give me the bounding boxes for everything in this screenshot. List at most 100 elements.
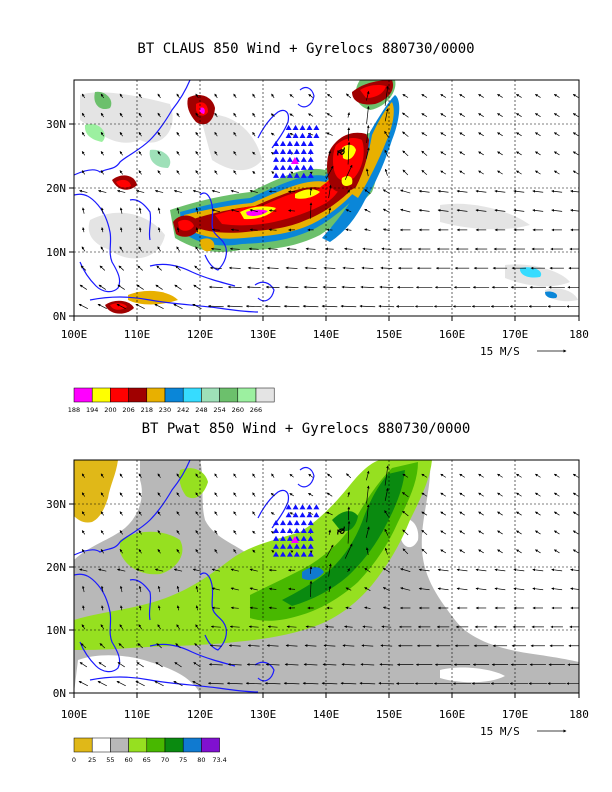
wind-vector bbox=[572, 132, 579, 137]
wind-vector bbox=[347, 141, 351, 165]
wind-vector bbox=[440, 473, 447, 478]
wind-vector bbox=[459, 151, 466, 156]
wind-vector bbox=[321, 304, 338, 308]
wind-vector bbox=[119, 246, 124, 252]
wind-vector bbox=[570, 189, 579, 193]
wind-vector bbox=[211, 208, 221, 213]
wind-vector bbox=[117, 284, 125, 290]
wind-vector bbox=[265, 663, 280, 666]
wind-vector bbox=[174, 662, 182, 668]
wind-vector bbox=[421, 492, 428, 497]
colorbar-swatch bbox=[110, 387, 129, 403]
wind-vector bbox=[418, 587, 430, 591]
wind-vector bbox=[516, 94, 522, 98]
wind-vector bbox=[347, 520, 351, 544]
wind-vector bbox=[208, 285, 223, 289]
wind-vector bbox=[98, 189, 107, 193]
wind-vector bbox=[402, 94, 409, 98]
wind-vector bbox=[513, 189, 525, 193]
wind-vector bbox=[378, 681, 395, 685]
wind-vector bbox=[437, 209, 449, 212]
wind-vector bbox=[195, 207, 199, 214]
wind-vector bbox=[265, 285, 280, 289]
wind-vector bbox=[252, 131, 256, 137]
wind-vector bbox=[176, 492, 180, 497]
wind-vector bbox=[323, 266, 336, 270]
colorbar-swatch bbox=[182, 387, 202, 403]
wind-vector bbox=[478, 170, 484, 175]
wind-vector bbox=[289, 493, 294, 497]
wind-vector bbox=[440, 170, 447, 175]
wind-vector bbox=[100, 151, 104, 156]
top-chart-title: BT CLAUS 850 Wind + Gyrelocs 880730/0000 bbox=[137, 41, 475, 57]
wind-vector bbox=[252, 170, 256, 175]
wind-vector bbox=[366, 504, 370, 523]
wind-vector bbox=[233, 93, 237, 99]
colorbar-swatch bbox=[110, 737, 129, 753]
wind-vector bbox=[402, 548, 409, 555]
wind-vector bbox=[119, 548, 123, 554]
bottom-vector-scale-label: 15 M/S bbox=[480, 725, 520, 738]
wind-vector bbox=[325, 165, 334, 179]
gyre-location-marker bbox=[273, 543, 279, 549]
wind-vector bbox=[309, 566, 313, 574]
colorbar-tick-label: 25 bbox=[88, 756, 96, 764]
wind-vector bbox=[119, 511, 123, 516]
wind-vector bbox=[286, 247, 297, 251]
wind-vector bbox=[119, 585, 123, 593]
wind-vector bbox=[138, 585, 142, 593]
wind-vector bbox=[402, 112, 409, 118]
wind-vector bbox=[421, 132, 428, 137]
gyre-location-marker bbox=[299, 504, 306, 510]
wind-vector bbox=[478, 113, 484, 118]
wind-vector bbox=[119, 473, 123, 478]
colorbar-tick-label: 230 bbox=[159, 406, 171, 414]
wind-vector bbox=[572, 94, 579, 98]
wind-vector bbox=[173, 568, 183, 572]
wind-vector bbox=[283, 681, 300, 685]
gyre-location-marker bbox=[307, 172, 314, 178]
wind-vector bbox=[268, 606, 277, 610]
wind-vector bbox=[379, 663, 394, 666]
wind-vector bbox=[553, 549, 560, 554]
wind-vector bbox=[418, 189, 430, 193]
wind-vector bbox=[207, 681, 224, 685]
wind-vector bbox=[270, 512, 275, 515]
wind-vector bbox=[384, 465, 389, 486]
gyre-location-marker bbox=[286, 156, 293, 162]
wind-vector bbox=[384, 108, 389, 122]
bottom-x-tick: 150E bbox=[376, 708, 403, 721]
wind-vector bbox=[459, 530, 466, 535]
gyre-location-marker bbox=[279, 527, 286, 534]
wind-vector bbox=[176, 227, 180, 233]
wind-vector bbox=[176, 93, 180, 99]
wind-vector bbox=[227, 285, 242, 289]
wind-vector bbox=[456, 209, 468, 212]
top-x-tick: 140E bbox=[313, 328, 340, 341]
wind-vector bbox=[195, 131, 199, 137]
wind-vector bbox=[81, 548, 86, 554]
wind-vector bbox=[268, 209, 277, 213]
wind-vector bbox=[345, 209, 352, 213]
gyre-location-marker bbox=[300, 527, 307, 534]
gyre-location-marker bbox=[273, 148, 279, 154]
wind-vector bbox=[266, 266, 279, 270]
wind-vector bbox=[551, 587, 563, 591]
wind-vector bbox=[252, 549, 256, 553]
wind-vector bbox=[154, 680, 164, 687]
wind-vector bbox=[572, 492, 579, 497]
wind-vector bbox=[97, 680, 107, 687]
wind-vector bbox=[532, 209, 544, 212]
wind-vector bbox=[100, 246, 105, 252]
wind-vector bbox=[289, 113, 294, 117]
wind-vector bbox=[384, 528, 389, 536]
wind-vector bbox=[497, 170, 503, 175]
wind-vector bbox=[402, 473, 409, 478]
wind-vector bbox=[136, 662, 144, 668]
wind-vector bbox=[551, 189, 563, 193]
wind-vector bbox=[360, 663, 375, 666]
wind-vector bbox=[513, 587, 525, 591]
wind-vector bbox=[135, 680, 145, 687]
wind-vector bbox=[157, 530, 161, 535]
gyre-location-marker bbox=[313, 512, 320, 518]
